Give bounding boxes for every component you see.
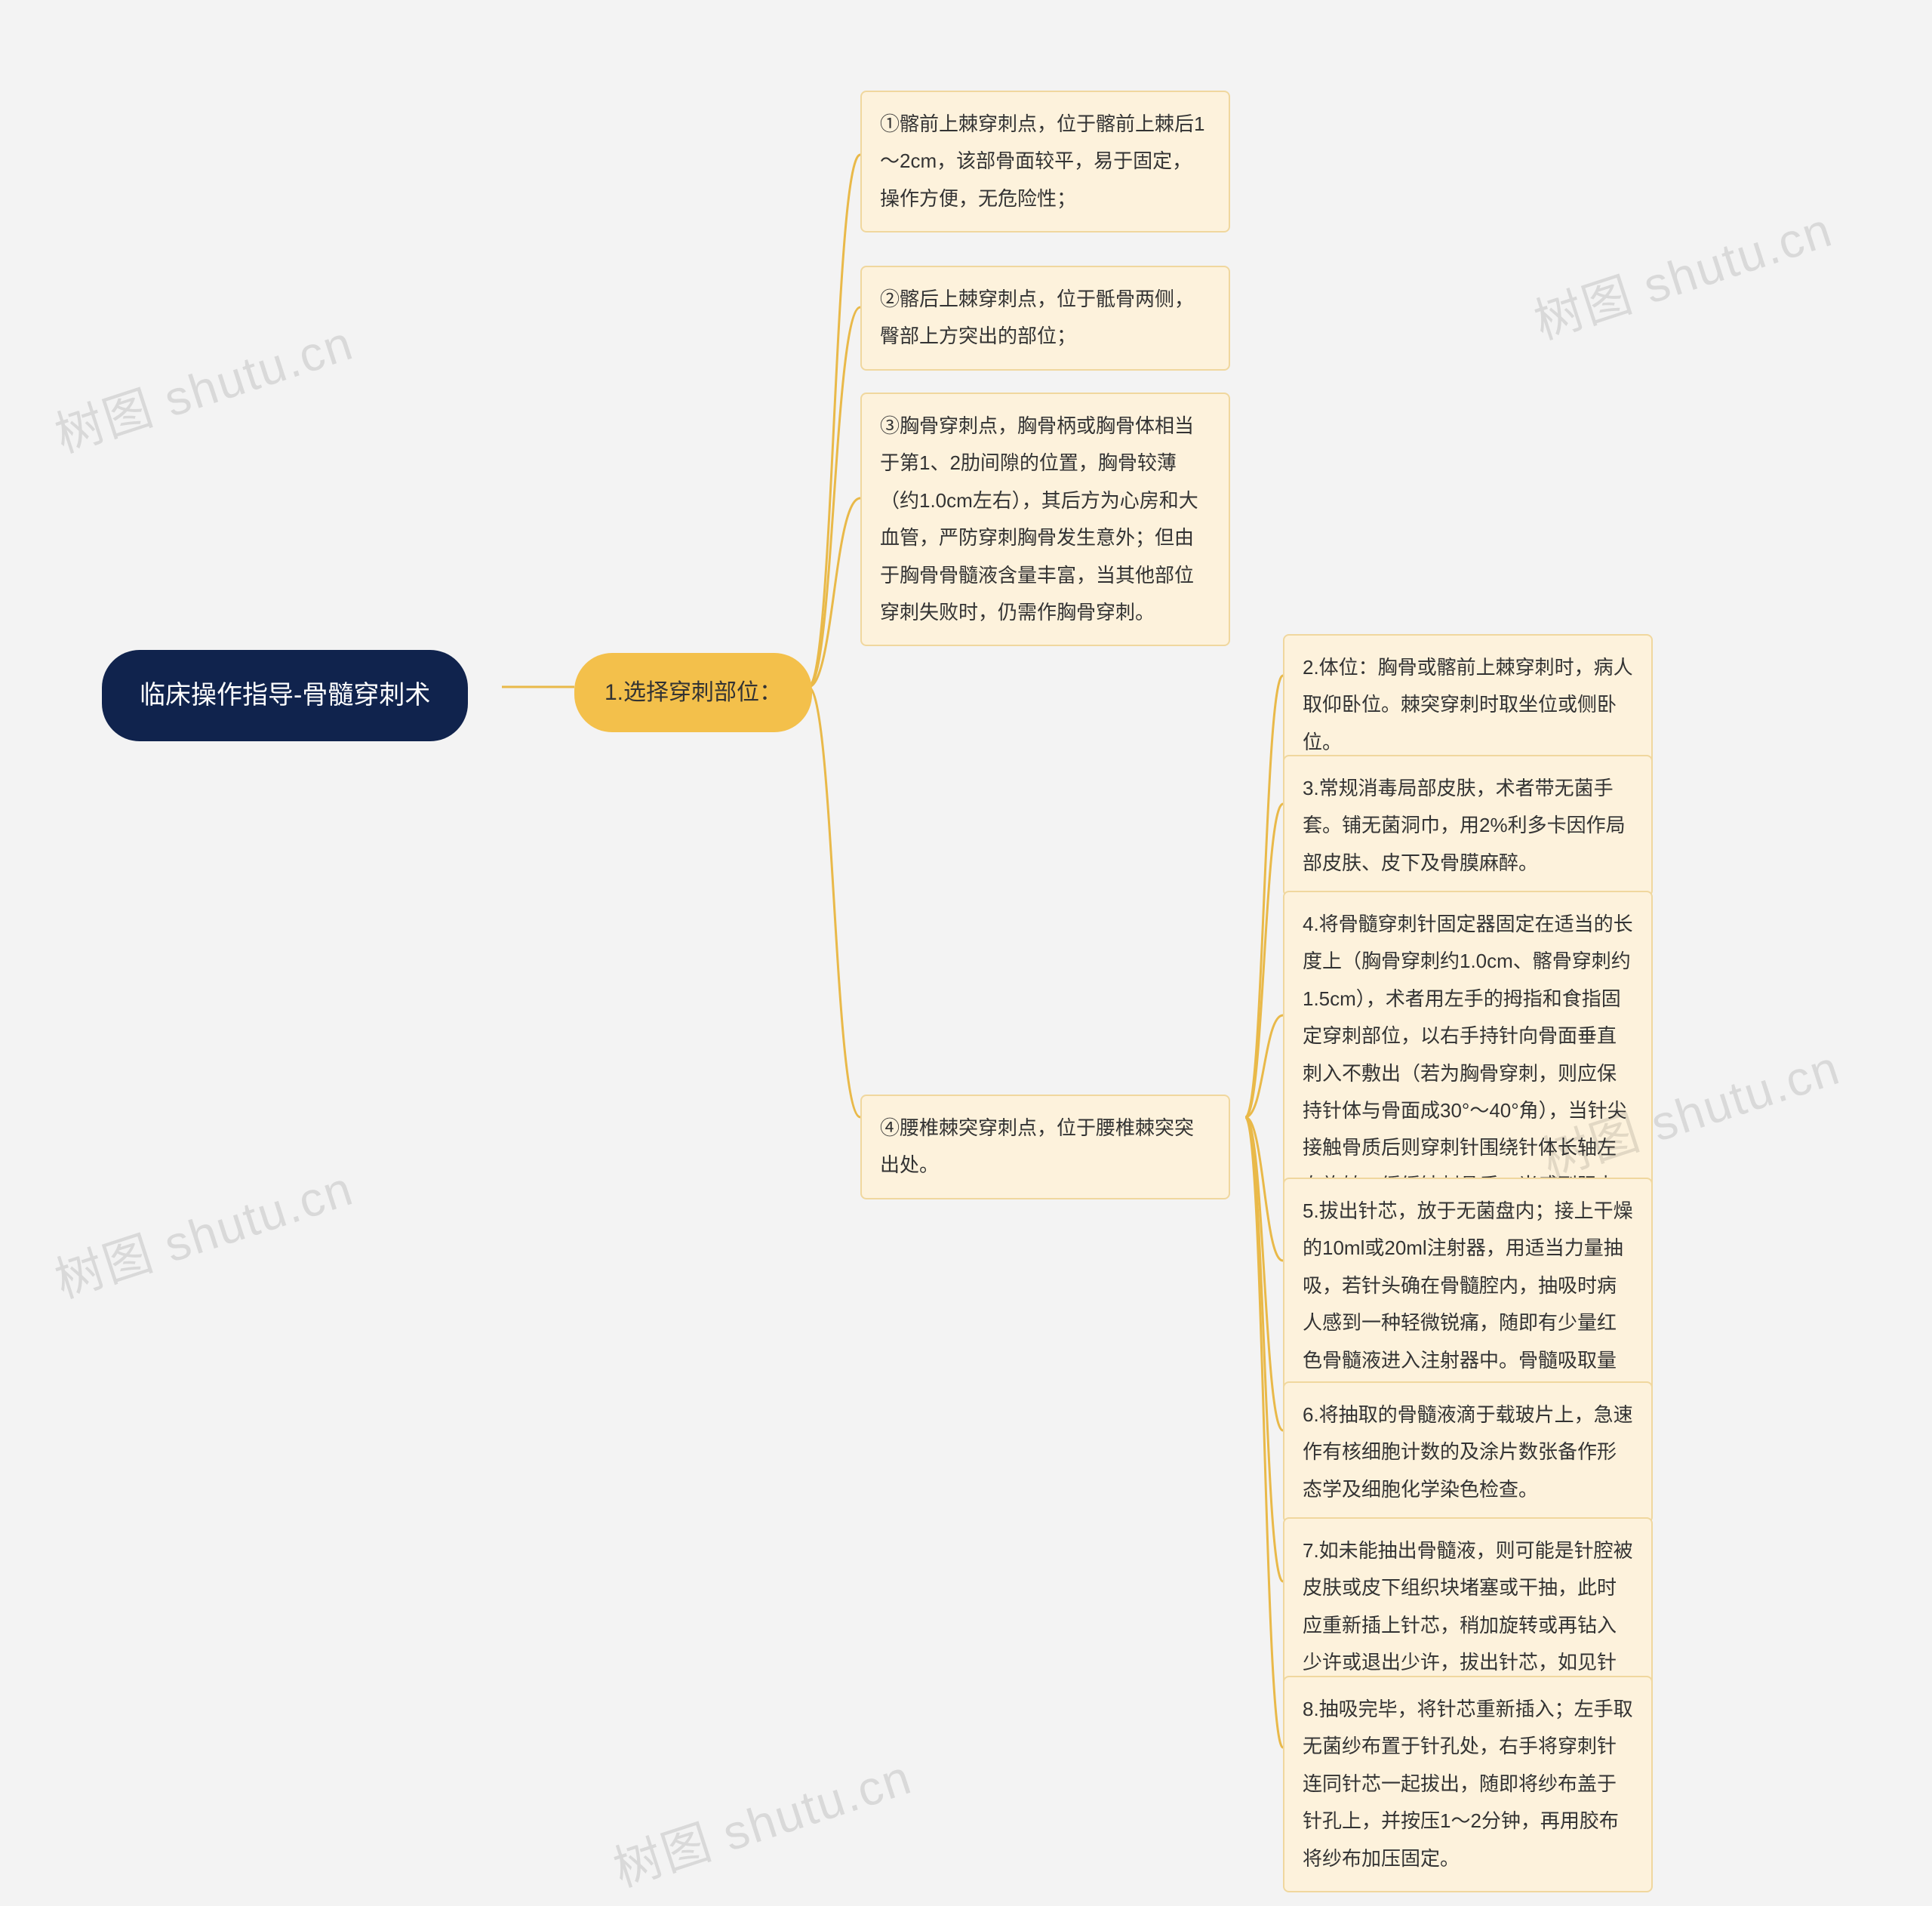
watermark: 树图 shutu.cn	[1524, 191, 1840, 353]
edge-a3-b0	[1245, 676, 1283, 1117]
leaf-a2[interactable]: ③胸骨穿刺点，胸骨柄或胸骨体相当于第1、2肋间隙的位置，胸骨较薄（约1.0cm左…	[860, 393, 1230, 646]
leaf-b6[interactable]: 8.抽吸完毕，将针芯重新插入；左手取无菌纱布置于针孔处，右手将穿刺针连同针芯一起…	[1283, 1676, 1653, 1892]
edge-a3-b5	[1245, 1117, 1283, 1581]
leaf-a3[interactable]: ④腰椎棘突穿刺点，位于腰椎棘突突出处。	[860, 1095, 1230, 1199]
edge-a3-b4	[1245, 1117, 1283, 1430]
watermark: 树图 shutu.cn	[45, 1150, 361, 1311]
edge-a3-b3	[1245, 1117, 1283, 1261]
watermark: 树图 shutu.cn	[604, 1738, 919, 1900]
edge-l1-a1	[808, 307, 860, 687]
edge-l1-a2	[808, 498, 860, 687]
leaf-b1[interactable]: 3.常规消毒局部皮肤，术者带无菌手套。铺无菌洞巾，用2%利多卡因作局部皮肤、皮下…	[1283, 755, 1653, 897]
root-node[interactable]: 临床操作指导-骨髓穿刺术	[102, 650, 468, 741]
edge-l1-a0	[808, 155, 860, 687]
leaf-a1[interactable]: ②髂后上棘穿刺点，位于骶骨两侧，臀部上方突出的部位；	[860, 266, 1230, 371]
leaf-b4[interactable]: 6.将抽取的骨髓液滴于载玻片上，急速作有核细胞计数的及涂片数张备作形态学及细胞化…	[1283, 1381, 1653, 1523]
leaf-a0[interactable]: ①髂前上棘穿刺点，位于髂前上棘后1～2cm，该部骨面较平，易于固定，操作方便，无…	[860, 91, 1230, 232]
edge-a3-b1	[1245, 804, 1283, 1117]
edge-l1-a3	[808, 687, 860, 1117]
edge-a3-b6	[1245, 1117, 1283, 1747]
edge-a3-b2	[1245, 1015, 1283, 1117]
level1-node[interactable]: 1.选择穿刺部位：	[574, 653, 812, 732]
watermark: 树图 shutu.cn	[45, 304, 361, 466]
mindmap-stage: 临床操作指导-骨髓穿刺术 1.选择穿刺部位： ①髂前上棘穿刺点，位于髂前上棘后1…	[0, 0, 1932, 1906]
